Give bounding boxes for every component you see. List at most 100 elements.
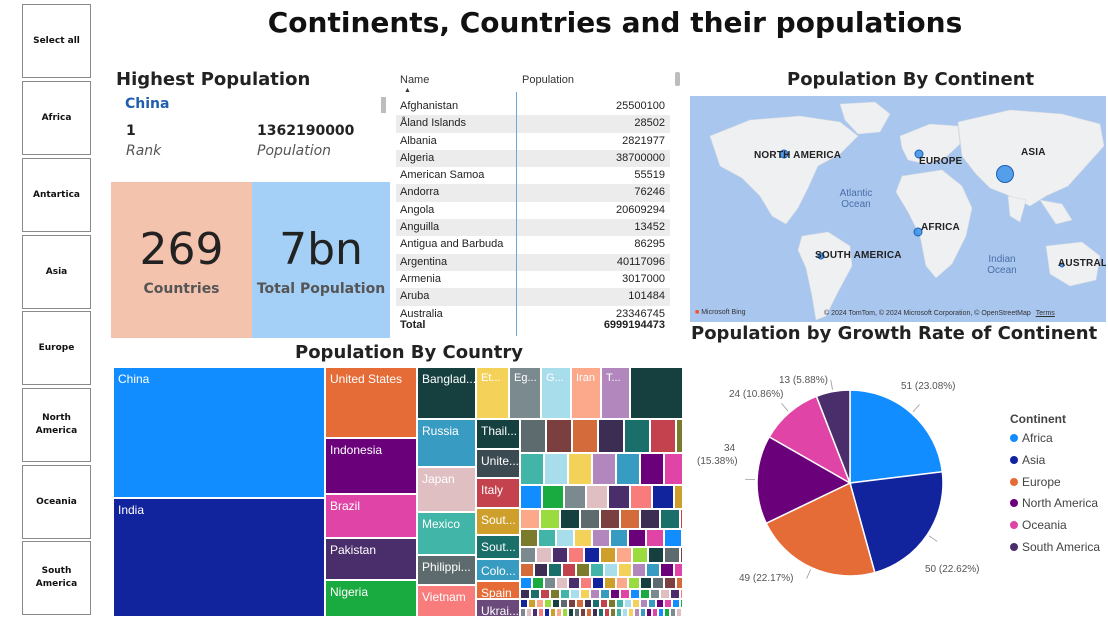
treemap-tile[interactable]: [568, 547, 584, 563]
treemap-tile[interactable]: Italy: [476, 478, 520, 508]
table-row[interactable]: Algeria 38700000: [396, 149, 670, 168]
treemap-tile[interactable]: [682, 529, 684, 547]
treemap-tile[interactable]: Philippi...: [417, 555, 476, 585]
treemap-tile[interactable]: [580, 577, 592, 589]
treemap-tile[interactable]: Eg...: [509, 367, 541, 419]
treemap-tile[interactable]: [568, 577, 580, 589]
treemap-tile[interactable]: [664, 577, 676, 589]
treemap-tile[interactable]: [586, 485, 608, 509]
table-row[interactable]: Argentina 40117096: [396, 253, 670, 271]
treemap-tile[interactable]: [572, 419, 598, 453]
treemap-tile[interactable]: [604, 577, 616, 589]
treemap-tile[interactable]: Ukrai...: [476, 599, 520, 617]
treemap-tile[interactable]: [630, 367, 683, 419]
treemap-tile[interactable]: [544, 453, 568, 485]
table-row[interactable]: Aruba 101484: [396, 288, 670, 306]
treemap-tile[interactable]: [680, 589, 683, 599]
treemap-tile[interactable]: [600, 509, 620, 529]
treemap-tile[interactable]: [544, 608, 550, 617]
treemap-tile[interactable]: [652, 485, 674, 509]
treemap-tile[interactable]: [610, 608, 616, 617]
treemap-tile[interactable]: [604, 563, 618, 577]
treemap-tile[interactable]: Vietnam: [417, 585, 476, 617]
treemap-tile[interactable]: [672, 599, 680, 608]
treemap-tile[interactable]: [520, 589, 530, 599]
treemap-tile[interactable]: [640, 577, 652, 589]
treemap-tile[interactable]: [520, 485, 542, 509]
treemap-tile[interactable]: [592, 608, 598, 617]
treemap-tile[interactable]: [664, 608, 670, 617]
treemap-tile[interactable]: [538, 529, 556, 547]
treemap-tile[interactable]: [600, 589, 610, 599]
treemap-tile[interactable]: [590, 589, 600, 599]
treemap-tile[interactable]: [592, 453, 616, 485]
treemap-tile[interactable]: [616, 599, 624, 608]
treemap-tile[interactable]: [624, 599, 632, 608]
treemap-tile[interactable]: Thail...: [476, 419, 520, 449]
treemap-tile[interactable]: [608, 599, 616, 608]
treemap-tile[interactable]: China: [113, 367, 325, 498]
treemap-tile[interactable]: [664, 529, 682, 547]
treemap-tile[interactable]: [650, 419, 676, 453]
treemap-tile[interactable]: [632, 599, 640, 608]
legend-item-africa[interactable]: Africa: [1010, 431, 1053, 445]
treemap-tile[interactable]: [630, 589, 640, 599]
treemap-tile[interactable]: [680, 547, 683, 563]
table-row[interactable]: Antigua and Barbuda 86295: [396, 236, 670, 253]
treemap-tile[interactable]: [674, 485, 683, 509]
treemap-tile[interactable]: [608, 485, 630, 509]
treemap-tile[interactable]: [580, 509, 600, 529]
treemap-tile[interactable]: [664, 547, 680, 563]
treemap-tile[interactable]: Brazil: [325, 494, 417, 538]
treemap-tile[interactable]: [580, 608, 586, 617]
treemap-tile[interactable]: [598, 608, 604, 617]
treemap-tile[interactable]: [556, 577, 568, 589]
treemap-tile[interactable]: [652, 577, 664, 589]
treemap-tile[interactable]: [640, 589, 650, 599]
treemap-tile[interactable]: [640, 599, 648, 608]
treemap-tile[interactable]: Indonesia: [325, 438, 417, 494]
treemap-tile[interactable]: [576, 563, 590, 577]
treemap-tile[interactable]: [610, 529, 628, 547]
treemap-tile[interactable]: Iran: [571, 367, 601, 419]
treemap-tile[interactable]: [632, 563, 646, 577]
treemap-tile[interactable]: [574, 529, 592, 547]
table-row[interactable]: Afghanistan 25500100: [396, 98, 670, 115]
treemap-tile[interactable]: [526, 608, 532, 617]
treemap-tile[interactable]: Spain: [476, 581, 520, 599]
legend-item-oceania[interactable]: Oceania: [1010, 518, 1067, 532]
treemap-tile[interactable]: G...: [541, 367, 571, 419]
treemap-tile[interactable]: [628, 529, 646, 547]
treemap-tile[interactable]: [660, 563, 674, 577]
treemap-tile[interactable]: [650, 589, 660, 599]
treemap-tile[interactable]: [616, 453, 640, 485]
treemap-tile[interactable]: [560, 589, 570, 599]
treemap-tile[interactable]: [574, 608, 580, 617]
treemap-tile[interactable]: [676, 577, 683, 589]
treemap-tile[interactable]: [616, 577, 628, 589]
treemap-tile[interactable]: [520, 509, 540, 529]
treemap-tile[interactable]: [646, 563, 660, 577]
treemap-tile[interactable]: [610, 589, 620, 599]
treemap-tile[interactable]: [520, 419, 546, 453]
treemap-tile[interactable]: [632, 547, 648, 563]
legend-item-south-america[interactable]: South America: [1010, 540, 1100, 554]
treemap-tile[interactable]: [556, 608, 562, 617]
pie-slice-europe[interactable]: [765, 481, 876, 577]
treemap-tile[interactable]: Sout...: [476, 535, 520, 559]
map-terms-link[interactable]: Terms: [1035, 310, 1055, 317]
treemap-tile[interactable]: [536, 599, 544, 608]
treemap-tile[interactable]: [640, 608, 646, 617]
treemap-tile[interactable]: Russia: [417, 419, 476, 467]
treemap-tile[interactable]: [560, 509, 580, 529]
slicer-select-all[interactable]: Select all: [22, 4, 91, 78]
treemap-tile[interactable]: Pakistan: [325, 538, 417, 580]
treemap-tile[interactable]: Japan: [417, 467, 476, 512]
world-map[interactable]: NORTH AMERICA EUROPE ASIA AFRICA SOUTH A…: [690, 96, 1106, 322]
legend-item-europe[interactable]: Europe: [1010, 475, 1061, 489]
table-row[interactable]: Albania 2821977: [396, 133, 670, 150]
treemap-tile[interactable]: [576, 599, 584, 608]
treemap-tile[interactable]: [586, 608, 592, 617]
treemap-tile[interactable]: [546, 419, 572, 453]
treemap-tile[interactable]: [628, 577, 640, 589]
